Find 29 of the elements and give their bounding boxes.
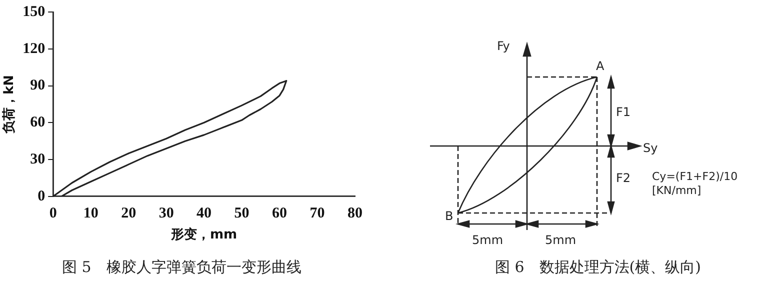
text: 5mm bbox=[472, 233, 504, 247]
y-tick-label: 90 bbox=[30, 78, 46, 94]
x-tick-label: 10 bbox=[83, 205, 98, 222]
y-axis-title: 负荷，kN bbox=[1, 74, 18, 134]
text: [KN/mm] bbox=[652, 184, 702, 197]
x-tick-label: 60 bbox=[272, 205, 288, 222]
x-tick-label: 40 bbox=[196, 205, 212, 222]
text: B bbox=[445, 209, 454, 223]
text: F2 bbox=[616, 171, 631, 185]
text: Fy bbox=[497, 39, 510, 53]
text: 图 5 橡胶人字弹簧负荷一变形曲线 bbox=[62, 258, 302, 277]
x-tick-label: 30 bbox=[158, 205, 174, 222]
x-tick-label: 50 bbox=[234, 205, 250, 222]
y-tick-label: 60 bbox=[30, 114, 46, 131]
y-tick-label: 0 bbox=[38, 188, 46, 204]
y-tick-label: 150 bbox=[22, 4, 46, 20]
x-tick-label: 0 bbox=[49, 205, 57, 222]
x-tick-label: 70 bbox=[310, 205, 325, 222]
text: F1 bbox=[616, 105, 631, 119]
text: A bbox=[596, 59, 605, 73]
x-tick-label: 80 bbox=[348, 205, 362, 222]
text: 图 6 数据处理方法(横、纵向) bbox=[495, 258, 702, 277]
x-axis-title: 形变，mm bbox=[170, 226, 238, 243]
x-tick-label: 20 bbox=[121, 205, 136, 222]
text: 5mm bbox=[545, 233, 576, 247]
text: Sy bbox=[643, 141, 658, 155]
text: Cy=(F1+F2)/10 bbox=[652, 170, 738, 183]
y-tick-label: 30 bbox=[30, 151, 46, 168]
y-tick-label: 120 bbox=[22, 40, 46, 57]
